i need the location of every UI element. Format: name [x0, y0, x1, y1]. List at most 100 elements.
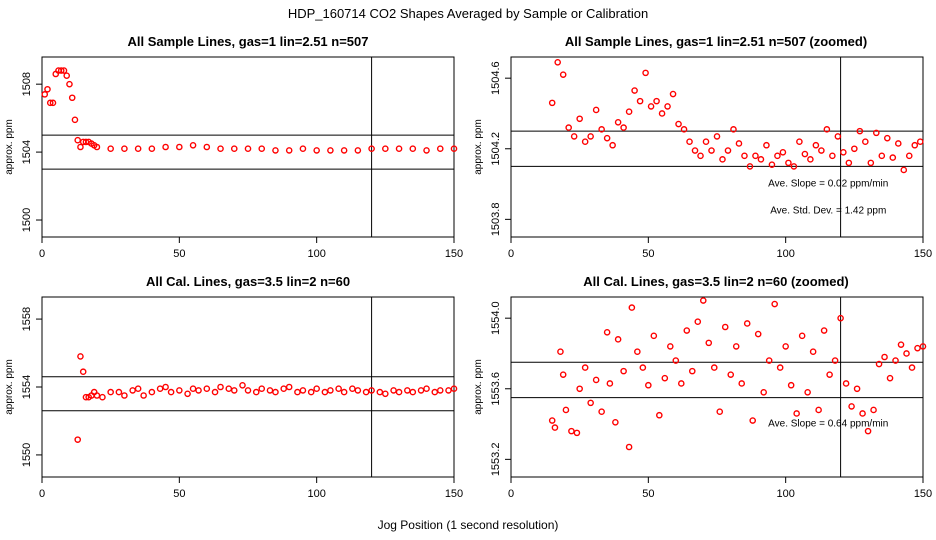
y-axis-label: approx. ppm: [4, 359, 15, 415]
data-point: [793, 410, 800, 417]
data-point: [587, 133, 594, 140]
data-point: [299, 387, 307, 394]
data-point: [82, 393, 90, 401]
data-point: [340, 147, 348, 154]
data-point: [603, 328, 611, 336]
data-point: [642, 69, 649, 77]
y-axis-label: approx. ppm: [4, 119, 15, 175]
panel-cal-lines-zoomed: All Cal. Lines, gas=3.5 lin=2 n=60 (zoom…: [473, 274, 932, 500]
data-point: [285, 383, 293, 391]
plot-frame: [510, 56, 924, 238]
data-point: [176, 143, 183, 151]
data-point: [46, 99, 54, 107]
y-tick-label: 1553.2: [490, 443, 502, 477]
y-tick-label: 1504.6: [490, 61, 502, 95]
data-point: [450, 385, 458, 392]
data-point: [710, 364, 718, 371]
data-point: [203, 143, 211, 151]
data-point: [321, 388, 329, 396]
data-point: [557, 348, 564, 356]
y-tick-label: 1504: [21, 140, 33, 164]
data-point: [436, 387, 444, 394]
data-point: [916, 138, 924, 146]
data-point: [818, 147, 825, 154]
plot-frame: [510, 296, 924, 478]
data-point: [609, 141, 616, 149]
data-point: [878, 152, 886, 160]
data-point: [716, 408, 724, 416]
data-point: [614, 336, 622, 343]
data-point: [436, 145, 444, 152]
y-tick-label: 1503.8: [490, 203, 502, 237]
data-point: [568, 427, 575, 435]
data-point: [409, 388, 417, 396]
data-point: [598, 126, 605, 133]
data-point: [883, 134, 891, 142]
data-point: [826, 371, 833, 378]
data-point: [115, 388, 123, 396]
data-point: [603, 134, 611, 142]
data-point: [785, 159, 792, 167]
data-point: [894, 140, 902, 147]
panel-title: All Cal. Lines, gas=3.5 lin=2 n=60: [146, 274, 350, 289]
y-axis-label: approx. ppm: [473, 119, 484, 175]
x-tick-label: 50: [642, 248, 654, 260]
data-point: [554, 58, 561, 66]
x-tick-label: 50: [642, 488, 654, 500]
data-point: [688, 367, 696, 375]
data-point: [881, 353, 888, 361]
data-point: [299, 145, 307, 152]
data-point: [49, 99, 57, 107]
data-point: [598, 408, 605, 416]
data-point: [354, 147, 362, 154]
data-point: [368, 145, 375, 152]
data-point: [77, 353, 84, 360]
data-point: [576, 115, 583, 123]
data-point: [749, 417, 757, 424]
data-point: [592, 106, 600, 114]
data-point: [735, 140, 743, 147]
data-point: [195, 387, 202, 394]
annotation: Ave. Slope = 0.64 ppm/min: [768, 419, 888, 430]
data-point: [625, 108, 633, 116]
data-point: [77, 143, 84, 151]
data-point: [559, 71, 567, 78]
data-point: [867, 159, 875, 167]
data-point: [211, 388, 219, 396]
data-point: [93, 143, 101, 151]
data-point: [796, 138, 803, 146]
x-tick-label: 50: [173, 488, 185, 500]
data-point: [258, 145, 266, 152]
data-point: [423, 385, 430, 392]
data-point: [382, 390, 389, 398]
x-tick-label: 150: [914, 488, 932, 500]
data-point: [897, 341, 905, 348]
data-point: [395, 145, 403, 152]
data-point: [581, 364, 589, 371]
data-point: [244, 387, 252, 394]
data-point: [272, 388, 279, 396]
data-point: [587, 399, 594, 407]
annotation: Ave. Slope = 0.02 ppm/min: [768, 179, 888, 190]
data-point: [656, 411, 663, 419]
annotation: Ave. Std. Dev. = 1.42 ppm: [770, 206, 886, 217]
data-point: [189, 142, 197, 149]
data-point: [71, 116, 79, 124]
data-point: [390, 387, 397, 394]
data-point: [856, 127, 864, 135]
data-point: [349, 385, 356, 392]
data-point: [565, 124, 572, 131]
data-point: [680, 126, 688, 133]
data-point: [258, 385, 266, 392]
data-point: [134, 145, 142, 152]
x-tick-label: 100: [776, 248, 794, 260]
data-point: [650, 332, 658, 340]
data-point: [645, 381, 652, 389]
data-point: [203, 385, 211, 392]
data-point: [335, 385, 342, 392]
plot-frame: [41, 296, 455, 478]
data-point: [176, 387, 183, 394]
data-point: [184, 390, 191, 398]
data-point: [815, 406, 822, 414]
data-point: [44, 85, 51, 93]
